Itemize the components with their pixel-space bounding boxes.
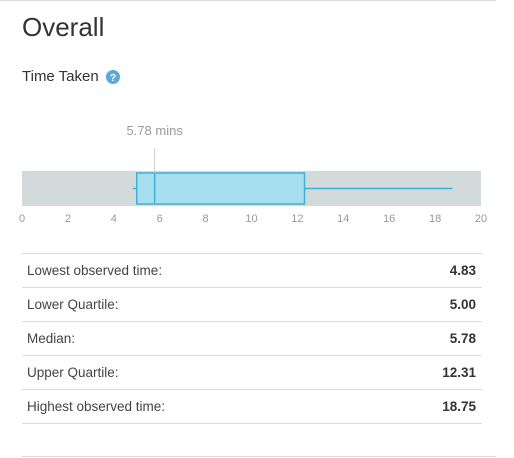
svg-text:?: ? [109, 72, 115, 84]
stat-row: Upper Quartile: 12.31 [22, 356, 482, 390]
stat-row: Lowest observed time: 4.83 [22, 254, 482, 288]
stat-label: Lowest observed time: [27, 263, 163, 278]
stat-row: Median: 5.78 [22, 322, 482, 356]
top-divider [0, 0, 496, 1]
x-tick-label: 2 [65, 213, 71, 225]
bottom-divider [22, 456, 496, 457]
x-tick-label: 14 [337, 213, 349, 225]
x-tick-label: 20 [475, 213, 487, 225]
x-tick-label: 16 [383, 213, 395, 225]
question-circle-icon[interactable]: ? [105, 70, 120, 84]
time-taken-boxplot: 5.78 mins 0 2 4 6 8 10 12 14 16 18 20 [0, 118, 514, 228]
stat-value: 5.78 [449, 331, 476, 346]
stat-label: Highest observed time: [27, 399, 166, 414]
stat-label: Median: [27, 331, 76, 346]
stats-table: Lowest observed time: 4.83 Lower Quartile:… [22, 253, 482, 424]
median-label: 5.78 mins [126, 123, 183, 138]
stat-value: 12.31 [442, 365, 476, 380]
stat-value: 5.00 [449, 297, 476, 312]
x-tick-label: 4 [111, 213, 117, 225]
x-tick-label: 8 [203, 213, 209, 225]
x-tick-label: 10 [245, 213, 257, 225]
stat-value: 4.83 [449, 263, 476, 278]
x-tick-label: 0 [19, 213, 25, 225]
page-title: Overall [22, 12, 105, 42]
x-tick-label: 6 [157, 213, 163, 225]
stat-row: Highest observed time: 18.75 [22, 390, 482, 424]
stat-value: 18.75 [442, 399, 476, 414]
stat-row: Lower Quartile: 5.00 [22, 288, 482, 322]
section-title: Time Taken [22, 68, 99, 85]
stat-label: Upper Quartile: [27, 365, 119, 380]
x-tick-label: 12 [291, 213, 303, 225]
section-heading: Time Taken ? [22, 68, 120, 86]
x-tick-label: 18 [429, 213, 441, 225]
boxplot-svg: 5.78 mins 0 2 4 6 8 10 12 14 16 18 20 [19, 123, 487, 225]
stat-label: Lower Quartile: [27, 297, 119, 312]
quartile-box [136, 172, 306, 205]
